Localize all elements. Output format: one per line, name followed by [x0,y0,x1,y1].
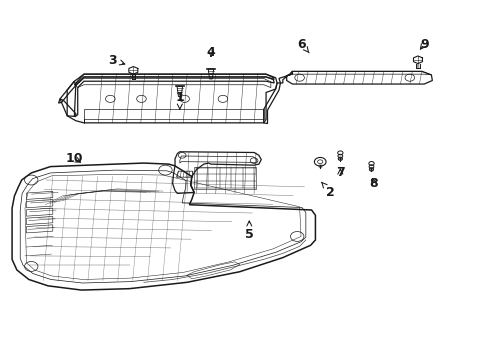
Text: 10: 10 [65,152,83,165]
Text: 1: 1 [175,91,184,109]
Text: 7: 7 [335,166,344,179]
Text: 8: 8 [369,177,377,190]
Text: 5: 5 [244,221,253,241]
Text: 6: 6 [297,38,308,53]
Text: 3: 3 [108,54,124,67]
Text: 2: 2 [321,182,334,199]
Text: 9: 9 [419,38,427,51]
Text: 4: 4 [206,46,215,59]
